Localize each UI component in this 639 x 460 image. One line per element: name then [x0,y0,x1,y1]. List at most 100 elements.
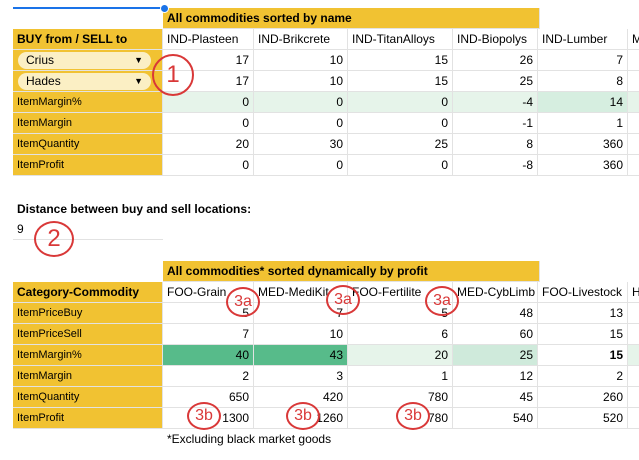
table2-cell[interactable]: 60 [453,324,538,345]
table1-cell[interactable]: 15 [348,50,453,71]
distance-label: Distance between buy and sell locations: [17,202,252,216]
table1-cell[interactable]: 25 [453,71,538,92]
table2-cell[interactable]: 7 [163,324,254,345]
table1-cell[interactable]: 0 [348,92,453,113]
table1-cell[interactable]: 8 [538,71,628,92]
table1-cell[interactable] [628,155,639,176]
table2-cell[interactable]: 780 [348,408,453,429]
annotation-3a-3: 3a [425,286,459,316]
table1-cell[interactable]: 0 [254,92,348,113]
table1-column-header: IND-Plasteen [163,29,254,50]
table1-column-header: IND-Lumber [538,29,628,50]
table1-cell[interactable]: 17 [163,50,254,71]
annotation-1: 1 [152,54,194,96]
table1-cell[interactable]: -4 [453,92,538,113]
table2-cell[interactable]: 15 [538,345,628,366]
table2-cell[interactable] [628,324,639,345]
table2-title: All commodities* sorted dynamically by p… [163,261,540,282]
table2-row-label: ItemPriceSell [13,324,163,345]
table1-cell[interactable]: 0 [348,155,453,176]
table1-cell[interactable]: -1 [453,113,538,134]
table2-cell[interactable]: 48 [453,303,538,324]
table2-cell[interactable]: 15 [538,324,628,345]
table1-cell[interactable]: 0 [348,113,453,134]
table1-cell[interactable]: 17 [163,71,254,92]
buy-location-value: Crius [26,53,55,67]
table1-cell[interactable]: 26 [453,50,538,71]
table1-cell[interactable]: 10 [254,50,348,71]
sell-location-dropdown[interactable]: Hades ▼ [18,73,151,90]
table2-cell[interactable]: 12 [453,366,538,387]
table2-cell[interactable] [628,303,639,324]
table2-cell[interactable]: 260 [538,387,628,408]
table2-cell[interactable]: 2 [538,366,628,387]
table2-cell[interactable]: 3 [254,366,348,387]
table1-column-header: IND-Biopolys [453,29,538,50]
table1-cell[interactable]: 360 [538,155,628,176]
table2-cell[interactable]: 540 [453,408,538,429]
table1-cell[interactable]: 30 [254,134,348,155]
table1-cell[interactable]: 360 [538,134,628,155]
footnote: *Excluding black market goods [167,432,332,446]
annotation-3a-1: 3a [226,287,260,317]
table1-title: All commodities sorted by name [163,8,540,29]
table1-cell[interactable] [628,50,639,71]
table1-cell[interactable]: 0 [163,155,254,176]
table1-cell[interactable] [628,134,639,155]
table1-cell[interactable]: 0 [163,92,254,113]
table1-row-label: ItemQuantity [13,134,163,155]
table2-cell[interactable]: 25 [453,345,538,366]
table2-cell[interactable]: 10 [254,324,348,345]
table1-cell[interactable]: 0 [163,113,254,134]
table1-cell[interactable]: 0 [254,113,348,134]
table1-column-header: IND-Brikcrete [254,29,348,50]
table1-cell[interactable]: 25 [348,134,453,155]
annotation-3b-2: 3b [286,402,320,430]
buy-location-dropdown[interactable]: Crius ▼ [18,52,151,69]
selection-handle[interactable] [160,4,169,13]
table2-header-label: Category-Commodity [13,282,163,303]
table2-column-header: H [628,282,639,303]
table1-row-label: ItemMargin [13,113,163,134]
table1-header-label: BUY from / SELL to [13,29,163,50]
table2-cell[interactable]: 1 [348,366,453,387]
chevron-down-icon: ▼ [134,76,143,86]
table2-cell[interactable] [628,345,639,366]
table1-cell[interactable]: -8 [453,155,538,176]
annotation-3b-1: 3b [187,402,221,430]
table2-cell[interactable]: 40 [163,345,254,366]
distance-value[interactable]: 9 [13,219,163,240]
table2-cell[interactable]: 43 [254,345,348,366]
table1-cell[interactable]: 14 [538,92,628,113]
table1-cell[interactable] [628,113,639,134]
table1-cell[interactable]: 0 [254,155,348,176]
table2-cell[interactable]: 2 [163,366,254,387]
table2-cell[interactable]: 45 [453,387,538,408]
table2-cell[interactable] [628,408,639,429]
table1-cell[interactable]: 15 [348,71,453,92]
table1-row-label: ItemMargin% [13,92,163,113]
table1-cell[interactable]: 7 [538,50,628,71]
sell-location-value: Hades [26,74,61,88]
table1-cell[interactable] [628,92,639,113]
table1-cell[interactable]: 1 [538,113,628,134]
table2-cell[interactable] [628,387,639,408]
annotation-3a-2: 3a [326,285,360,315]
table1-cell[interactable]: 8 [453,134,538,155]
annotation-3b-3: 3b [396,402,430,430]
table1-cell[interactable] [628,71,639,92]
table2-cell[interactable]: 6 [348,324,453,345]
table1-row-label: ItemProfit [13,155,163,176]
annotation-2: 2 [34,221,74,257]
table2-row-label: ItemMargin [13,366,163,387]
table2-column-header: MED-CybLimb [453,282,538,303]
table2-cell[interactable]: 520 [538,408,628,429]
table2-cell[interactable]: 20 [348,345,453,366]
table1-cell[interactable]: 10 [254,71,348,92]
selection-border [13,7,163,9]
table2-cell[interactable] [628,366,639,387]
table1-column-header: M [628,29,639,50]
table2-cell[interactable]: 13 [538,303,628,324]
table1-cell[interactable]: 20 [163,134,254,155]
table2-row-label: ItemQuantity [13,387,163,408]
